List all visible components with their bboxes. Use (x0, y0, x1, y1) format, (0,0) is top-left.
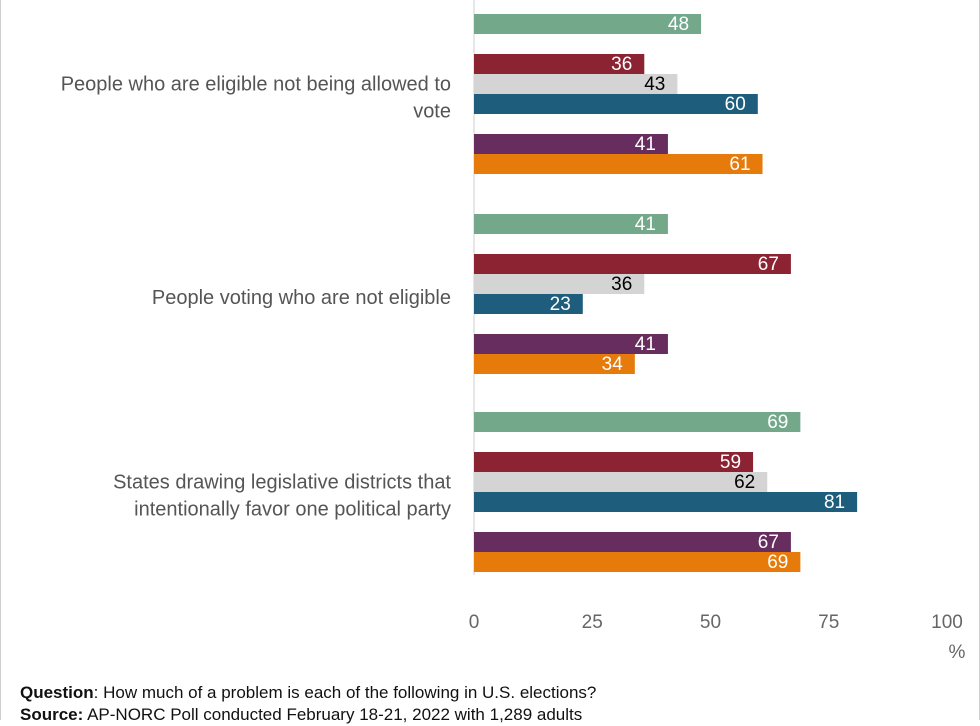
bar-series-2-cat-2 (474, 254, 791, 274)
bar-series-1-cat-2 (474, 214, 668, 234)
data-label-series-5-cat-3: 67 (758, 532, 779, 553)
bar-series-4-cat-1 (474, 94, 758, 114)
bar-series-2-cat-3 (474, 452, 754, 472)
data-label-series-1-cat-3: 69 (767, 412, 788, 433)
source-label: Source: (20, 705, 84, 724)
bar-chart-svg: People who are eligible not being allowe… (61, 0, 966, 663)
bar-series-5-cat-3 (474, 532, 791, 552)
category-label-1-line-2: vote (413, 101, 451, 123)
data-label-series-1-cat-2: 41 (635, 214, 656, 235)
bar-series-1-cat-1 (474, 14, 702, 34)
data-label-series-5-cat-1: 41 (635, 134, 656, 155)
bar-series-3-cat-1 (474, 74, 678, 94)
x-tick-label-2: 25 (582, 612, 603, 633)
category-label-2-line-1: People voting who are not eligible (152, 287, 451, 309)
data-label-series-4-cat-3: 81 (824, 492, 845, 513)
category-label-1-line-1: People who are eligible not being allowe… (61, 74, 451, 96)
data-label-series-4-cat-1: 60 (725, 94, 746, 115)
bar-series-6-cat-2 (474, 354, 635, 374)
bar-series-3-cat-3 (474, 472, 768, 492)
bar-series-5-cat-1 (474, 134, 668, 154)
x-tick-label-4: 75 (818, 612, 839, 633)
data-label-series-3-cat-3: 62 (734, 472, 755, 493)
bar-series-2-cat-1 (474, 54, 645, 74)
data-label-series-2-cat-1: 36 (611, 54, 632, 75)
data-label-series-3-cat-2: 36 (611, 274, 632, 295)
chart-footer: Question: How much of a problem is each … (20, 682, 970, 726)
question-text: : How much of a problem is each of the f… (93, 683, 597, 702)
x-tick-label-5: 100 (931, 612, 963, 633)
data-label-series-6-cat-1: 61 (729, 154, 750, 175)
bar-series-4-cat-2 (474, 294, 583, 314)
x-tick-label-3: 50 (700, 612, 721, 633)
bar-series-6-cat-3 (474, 552, 801, 572)
data-label-series-1-cat-1: 48 (668, 14, 689, 35)
source-line: Source: AP-NORC Poll conducted February … (20, 704, 970, 726)
data-label-series-5-cat-2: 41 (635, 334, 656, 355)
bar-series-3-cat-2 (474, 274, 645, 294)
data-label-series-3-cat-1: 43 (644, 74, 665, 95)
data-label-series-6-cat-2: 34 (602, 354, 624, 375)
question-label: Question (20, 683, 94, 702)
frame-left-edge (0, 0, 1, 720)
source-text: AP-NORC Poll conducted February 18-21, 2… (83, 705, 583, 724)
bar-series-1-cat-3 (474, 412, 801, 432)
data-label-series-4-cat-2: 23 (550, 294, 571, 315)
data-label-series-6-cat-3: 69 (767, 552, 788, 573)
x-tick-label-1: 0 (469, 612, 480, 633)
bar-series-4-cat-3 (474, 492, 858, 512)
category-label-3-line-2: intentionally favor one political party (134, 499, 451, 521)
bar-series-5-cat-2 (474, 334, 668, 354)
bar-series-6-cat-1 (474, 154, 763, 174)
data-label-series-2-cat-2: 67 (758, 254, 779, 275)
data-label-series-2-cat-3: 59 (720, 452, 741, 473)
x-unit-label: % (949, 642, 966, 663)
category-label-3-line-1: States drawing legislative districts tha… (113, 472, 451, 494)
question-line: Question: How much of a problem is each … (20, 682, 970, 704)
